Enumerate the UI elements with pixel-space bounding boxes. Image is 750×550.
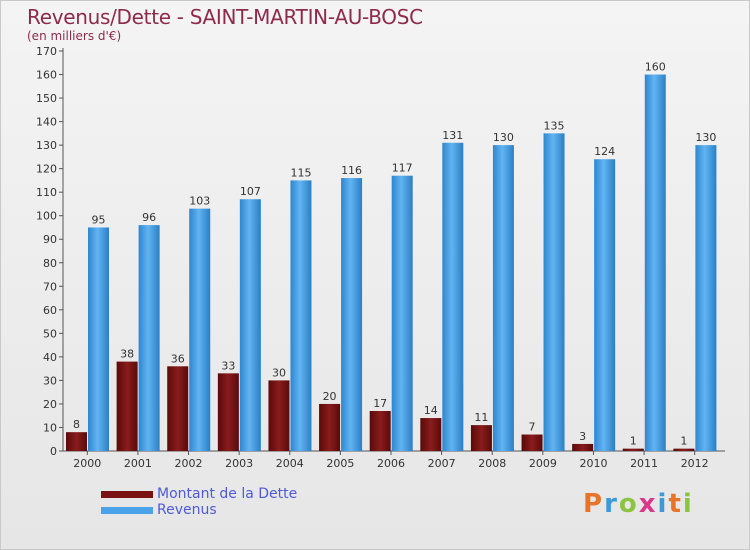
bar-revenue bbox=[644, 74, 666, 451]
data-label-debt: 33 bbox=[221, 359, 235, 372]
bar-debt bbox=[319, 403, 341, 451]
x-tick-label: 2003 bbox=[225, 457, 253, 470]
bar-revenue bbox=[88, 227, 109, 451]
data-label-debt: 14 bbox=[424, 404, 438, 417]
data-label-debt: 11 bbox=[474, 411, 488, 424]
data-label-revenue: 103 bbox=[189, 195, 210, 208]
data-label-revenue: 96 bbox=[142, 211, 156, 224]
y-tick-label: 50 bbox=[43, 327, 57, 340]
bar-revenue bbox=[138, 225, 160, 451]
x-tick-label: 2010 bbox=[579, 457, 607, 470]
legend-label-debt: Montant de la Dette bbox=[157, 486, 298, 502]
bar-debt bbox=[420, 418, 442, 451]
bar-debt bbox=[521, 434, 543, 451]
bar-revenue bbox=[391, 175, 413, 452]
y-tick-label: 60 bbox=[43, 304, 57, 317]
x-tick-label: 2012 bbox=[681, 457, 709, 470]
data-label-debt: 1 bbox=[630, 435, 637, 448]
y-tick-label: 160 bbox=[36, 69, 57, 82]
y-tick-label: 130 bbox=[36, 139, 57, 152]
data-label-debt: 1 bbox=[680, 435, 687, 448]
data-label-debt: 8 bbox=[73, 418, 80, 431]
bar-revenue bbox=[492, 145, 514, 451]
bar-debt bbox=[369, 411, 391, 451]
y-tick-label: 90 bbox=[43, 233, 57, 246]
data-label-revenue: 130 bbox=[493, 131, 514, 144]
data-label-revenue: 117 bbox=[392, 162, 413, 175]
y-tick-label: 150 bbox=[36, 92, 57, 105]
chart-subtitle: (en milliers d'€) bbox=[27, 29, 122, 43]
bar-revenue bbox=[189, 208, 211, 451]
bar-debt bbox=[66, 432, 87, 451]
data-label-revenue: 160 bbox=[645, 61, 666, 74]
bar-debt bbox=[268, 380, 290, 451]
data-label-debt: 7 bbox=[529, 421, 536, 434]
y-tick-label: 170 bbox=[36, 45, 57, 58]
data-label-debt: 3 bbox=[579, 430, 586, 443]
x-tick-label: 2008 bbox=[478, 457, 506, 470]
data-label-debt: 38 bbox=[120, 348, 134, 361]
y-tick-label: 100 bbox=[36, 210, 57, 223]
data-label-debt: 36 bbox=[171, 352, 185, 365]
x-tick-label: 2004 bbox=[276, 457, 304, 470]
bar-debt bbox=[116, 361, 138, 451]
data-label-revenue: 115 bbox=[290, 166, 311, 179]
data-label-revenue: 95 bbox=[92, 213, 106, 226]
bar-debt bbox=[217, 373, 239, 451]
proxiti-logo: Proxiti bbox=[583, 489, 694, 519]
bar-revenue bbox=[695, 145, 717, 451]
legend-label-revenue: Revenus bbox=[157, 502, 217, 518]
x-tick-label: 2001 bbox=[124, 457, 152, 470]
x-tick-label: 2006 bbox=[377, 457, 405, 470]
legend-swatch-revenue bbox=[101, 507, 153, 514]
y-tick-label: 40 bbox=[43, 351, 57, 364]
bar-debt bbox=[673, 448, 695, 451]
data-label-revenue: 131 bbox=[442, 129, 463, 142]
y-tick-label: 20 bbox=[43, 398, 57, 411]
logo-letter: i bbox=[657, 489, 669, 519]
y-tick-label: 30 bbox=[43, 374, 57, 387]
data-label-revenue: 135 bbox=[544, 119, 565, 132]
chart-title: Revenus/Dette - SAINT-MARTIN-AU-BOSC bbox=[27, 5, 423, 29]
bar-revenue bbox=[341, 178, 363, 451]
x-tick-label: 2005 bbox=[326, 457, 354, 470]
data-label-debt: 20 bbox=[323, 390, 337, 403]
logo-letter: P bbox=[583, 489, 605, 519]
bar-revenue bbox=[442, 142, 464, 451]
x-tick-label: 2009 bbox=[529, 457, 557, 470]
y-tick-label: 0 bbox=[50, 445, 57, 458]
y-tick-label: 80 bbox=[43, 257, 57, 270]
y-tick-label: 10 bbox=[43, 421, 57, 434]
logo-letter: x bbox=[638, 489, 658, 519]
data-label-revenue: 116 bbox=[341, 164, 362, 177]
y-tick-label: 120 bbox=[36, 163, 57, 176]
bar-revenue bbox=[594, 159, 616, 451]
data-label-debt: 17 bbox=[373, 397, 387, 410]
x-tick-label: 2002 bbox=[175, 457, 203, 470]
x-tick-label: 2000 bbox=[73, 457, 101, 470]
data-label-revenue: 130 bbox=[695, 131, 716, 144]
bar-revenue bbox=[239, 199, 261, 451]
y-tick-label: 140 bbox=[36, 116, 57, 129]
data-label-revenue: 124 bbox=[594, 145, 615, 158]
data-label-revenue: 107 bbox=[240, 185, 261, 198]
y-tick-label: 70 bbox=[43, 280, 57, 293]
bar-debt bbox=[622, 448, 644, 451]
logo-letter: i bbox=[682, 489, 694, 519]
logo-letter: o bbox=[618, 489, 639, 519]
legend-swatch-debt bbox=[101, 491, 153, 498]
bar-debt bbox=[572, 443, 594, 451]
x-tick-label: 2007 bbox=[428, 457, 456, 470]
bar-revenue bbox=[543, 133, 565, 451]
bar-debt bbox=[470, 425, 492, 451]
y-tick-label: 110 bbox=[36, 186, 57, 199]
bar-debt bbox=[167, 366, 189, 451]
data-label-debt: 30 bbox=[272, 366, 286, 379]
logo-letter: r bbox=[604, 489, 619, 519]
x-tick-label: 2011 bbox=[630, 457, 658, 470]
bar-revenue bbox=[290, 180, 312, 452]
logo-letter: t bbox=[668, 489, 683, 519]
